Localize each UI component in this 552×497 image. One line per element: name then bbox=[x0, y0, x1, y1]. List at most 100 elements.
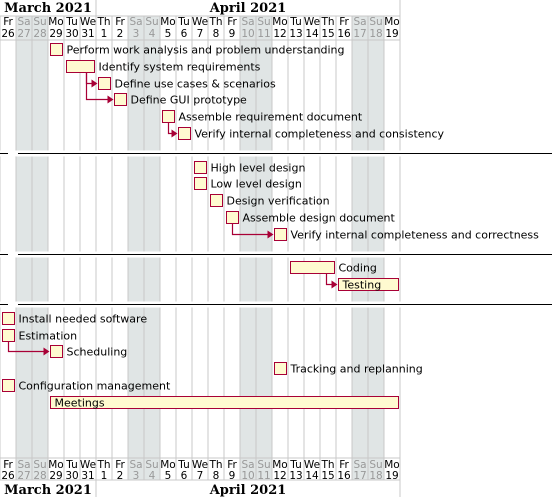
weekday-label: Mo bbox=[272, 459, 287, 471]
day-number-label: 18 bbox=[369, 470, 382, 482]
task-bar-t10 bbox=[226, 211, 239, 224]
month-label-top: March 2021 bbox=[4, 1, 92, 16]
weekday-label: Th bbox=[320, 16, 334, 28]
task-bar-t14 bbox=[2, 312, 15, 325]
day-number-label: 27 bbox=[17, 470, 30, 482]
day-number-label: 1 bbox=[101, 28, 108, 40]
weekday-label: We bbox=[80, 16, 96, 28]
day-number-label: 15 bbox=[321, 470, 334, 482]
day-number-label: 8 bbox=[213, 470, 220, 482]
day-number-label: 6 bbox=[181, 470, 188, 482]
top-date-header: March 2021 April 2021Fr26Sa27Su28Mo29Tu30… bbox=[1, 0, 400, 40]
task-bar-t5 bbox=[162, 110, 175, 123]
task-bar-t18 bbox=[2, 379, 15, 392]
weekday-label: Su bbox=[33, 16, 46, 28]
weekend-column bbox=[32, 16, 48, 480]
dependency-line bbox=[85, 72, 110, 101]
day-number-label: 17 bbox=[353, 470, 366, 482]
day-number-label: 31 bbox=[81, 28, 94, 40]
day-number-label: 5 bbox=[165, 470, 172, 482]
day-number-label: 19 bbox=[385, 470, 398, 482]
task-label-t10: Assemble design document bbox=[243, 212, 396, 225]
task-label-t8: Low level design bbox=[211, 178, 302, 191]
weekday-label: Fr bbox=[3, 16, 13, 28]
weekday-label: Tu bbox=[289, 459, 301, 471]
weekday-label: We bbox=[192, 16, 208, 28]
weekday-label: Tu bbox=[177, 16, 189, 28]
day-number-label: 6 bbox=[181, 28, 188, 40]
weekday-label: Sa bbox=[129, 459, 142, 471]
weekday-label: Su bbox=[369, 16, 382, 28]
task-bar-t8 bbox=[194, 177, 207, 190]
day-number-label: 26 bbox=[1, 28, 15, 40]
weekend-column bbox=[368, 16, 384, 480]
task-label-t7: High level design bbox=[211, 162, 306, 175]
day-number-label: 8 bbox=[213, 28, 220, 40]
weekday-label: Mo bbox=[384, 16, 399, 28]
day-number-label: 7 bbox=[197, 470, 204, 482]
weekday-label: Mo bbox=[272, 16, 287, 28]
footer-strip bbox=[0, 482, 552, 497]
weekday-label: Mo bbox=[48, 16, 63, 28]
task-bar-t4 bbox=[114, 93, 127, 106]
task-label-t11: Verify internal completeness and correct… bbox=[291, 229, 540, 242]
weekend-column bbox=[128, 16, 144, 480]
day-number-label: 4 bbox=[149, 28, 156, 40]
weekday-label: We bbox=[304, 16, 320, 28]
weekday-label: Su bbox=[145, 16, 158, 28]
task-label-t16: Scheduling bbox=[67, 346, 128, 359]
weekday-label: Tu bbox=[65, 459, 77, 471]
dependency-arrowhead bbox=[267, 230, 274, 239]
day-number-label: 7 bbox=[197, 28, 204, 40]
weekday-label: We bbox=[192, 459, 208, 471]
task-label-t5: Assemble requirement document bbox=[179, 111, 363, 124]
task-bar-t9 bbox=[210, 194, 223, 207]
weekday-label: Su bbox=[369, 459, 382, 471]
day-number-label: 12 bbox=[273, 28, 286, 40]
task-bar-t2 bbox=[66, 60, 95, 73]
dependency-arrowhead bbox=[107, 95, 114, 104]
weekday-label: Fr bbox=[115, 459, 125, 471]
day-number-label: 15 bbox=[321, 28, 334, 40]
task-label-t19: Meetings bbox=[55, 397, 105, 410]
day-number-label: 28 bbox=[33, 470, 46, 482]
day-number-label: 9 bbox=[229, 28, 236, 40]
day-number-label: 26 bbox=[1, 470, 15, 482]
weekday-label: Mo bbox=[384, 459, 399, 471]
task-bar-t16 bbox=[50, 345, 63, 358]
task-bar-t17 bbox=[274, 362, 287, 375]
weekday-label: Th bbox=[208, 459, 222, 471]
weekday-label: Su bbox=[145, 459, 158, 471]
grid-layer bbox=[0, 0, 401, 497]
weekday-label: Sa bbox=[353, 16, 366, 28]
dependency-line bbox=[325, 273, 334, 286]
dependency-arrowhead bbox=[91, 79, 98, 88]
task-bar-t3 bbox=[98, 77, 111, 90]
weekday-label: Mo bbox=[160, 16, 175, 28]
weekend-column bbox=[240, 16, 256, 480]
weekday-label: Sa bbox=[353, 459, 366, 471]
task-bar-t15 bbox=[2, 329, 15, 342]
weekend-column bbox=[16, 16, 32, 480]
weekday-label: Th bbox=[96, 459, 110, 471]
dependency-line bbox=[231, 223, 270, 236]
task-bar-t19 bbox=[50, 396, 399, 409]
weekday-label: Fr bbox=[339, 459, 349, 471]
weekday-label: Su bbox=[257, 459, 270, 471]
day-number-label: 16 bbox=[337, 470, 351, 482]
bottom-date-header: March 2021 April 2021Fr26Sa27Su28Mo29Tu30… bbox=[1, 459, 400, 497]
weekday-label: Mo bbox=[160, 459, 175, 471]
task-bar-t7 bbox=[194, 161, 207, 174]
weekday-label: We bbox=[80, 459, 96, 471]
task-bar-t1 bbox=[50, 43, 63, 56]
header-strip bbox=[0, 0, 552, 15]
task-bar-t12 bbox=[290, 261, 335, 274]
weekday-label: Su bbox=[257, 16, 270, 28]
weekday-label: Sa bbox=[17, 16, 30, 28]
day-number-label: 28 bbox=[33, 28, 46, 40]
task-bar-t13 bbox=[338, 278, 399, 291]
weekday-label: Fr bbox=[339, 16, 349, 28]
day-number-label: 11 bbox=[257, 28, 270, 40]
day-number-label: 3 bbox=[133, 470, 140, 482]
